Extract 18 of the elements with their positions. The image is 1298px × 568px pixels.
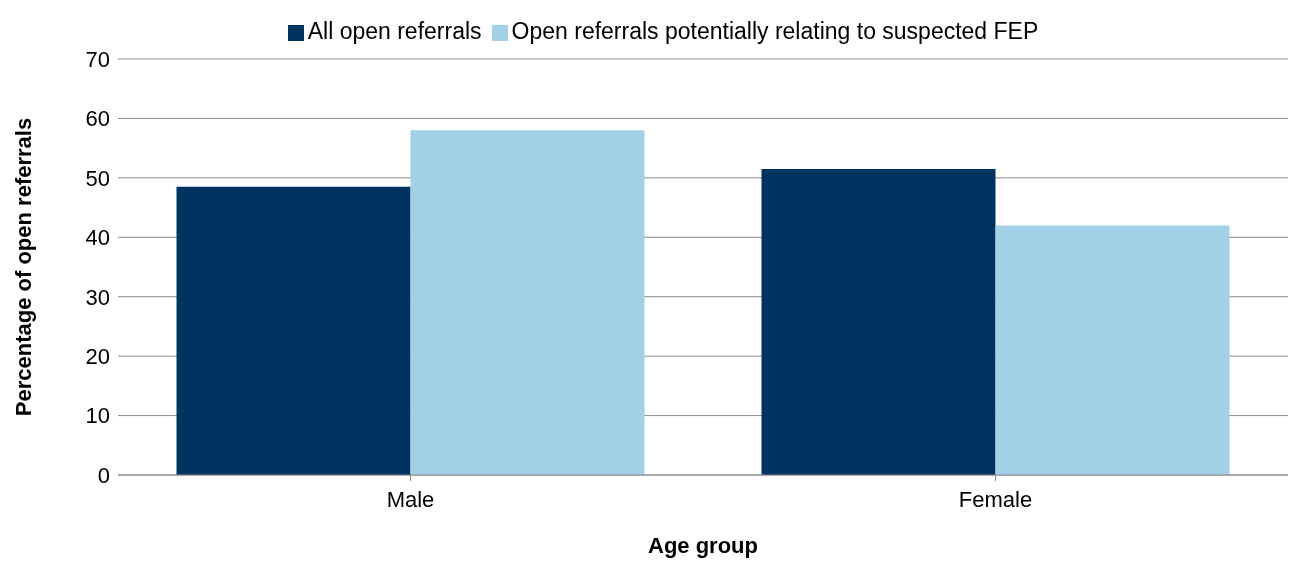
y-tick-label: 60 bbox=[85, 106, 110, 132]
bar bbox=[410, 130, 645, 475]
x-tick-label: Female bbox=[958, 486, 1033, 512]
y-tick-label: 50 bbox=[85, 165, 110, 191]
y-tick-label: 10 bbox=[85, 403, 110, 429]
y-tick-label: 70 bbox=[85, 46, 110, 72]
legend-label: Open referrals potentially relating to suspected FEP bbox=[511, 18, 1039, 44]
bar bbox=[995, 225, 1230, 475]
legend-label: All open referrals bbox=[307, 18, 482, 44]
y-tick-label: 30 bbox=[85, 284, 110, 310]
y-tick-label: 20 bbox=[85, 343, 110, 369]
x-tick-label: Male bbox=[386, 486, 435, 512]
x-axis-title: Age group bbox=[648, 533, 758, 558]
bar bbox=[761, 168, 996, 475]
y-axis-title: Percentage of open referrals bbox=[10, 117, 36, 417]
y-tick-label: 0 bbox=[97, 462, 110, 488]
y-tick-label: 40 bbox=[85, 225, 110, 251]
bar bbox=[176, 186, 411, 475]
